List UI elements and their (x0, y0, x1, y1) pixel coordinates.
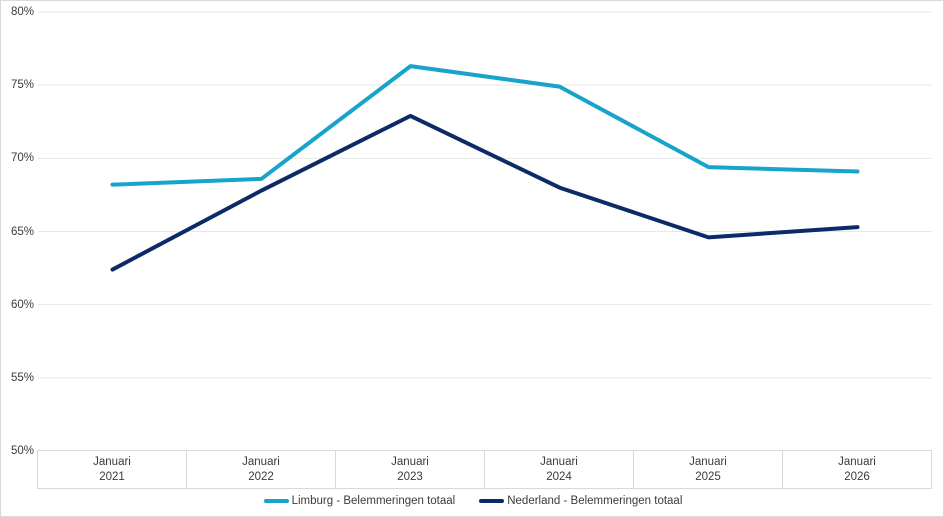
x-axis-year: 2024 (546, 471, 572, 483)
legend-label: Nederland - Belemmeringen totaal (507, 495, 683, 507)
x-axis-year: 2022 (248, 471, 274, 483)
x-axis-month: Januari (540, 456, 578, 468)
legend-label: Limburg - Belemmeringen totaal (291, 495, 456, 507)
legend-item-nederland[interactable]: Nederland - Belemmeringen totaal (479, 495, 682, 507)
x-axis-month: Januari (838, 456, 876, 468)
x-axis-month: Januari (391, 456, 429, 468)
x-axis-cell: Januari 2021 (38, 451, 187, 488)
legend-line-swatch (479, 499, 505, 503)
x-axis-cell: Januari 2023 (336, 451, 485, 488)
y-tick-label: 55% (10, 371, 34, 384)
x-axis-year: 2023 (397, 471, 423, 483)
y-tick-label: 60% (10, 298, 34, 311)
legend-line-swatch (263, 499, 289, 503)
x-axis-table: Januari 2021 Januari 2022 Januari 2023 Januari… (37, 450, 932, 489)
legend-item-limburg[interactable]: Limburg - Belemmeringen totaal (263, 495, 456, 507)
x-axis-year: 2025 (695, 471, 721, 483)
y-tick-label: 70% (10, 152, 34, 165)
x-axis-month: Januari (93, 456, 131, 468)
y-tick-label: 65% (10, 225, 34, 238)
x-axis-cell: Januari 2025 (634, 451, 783, 488)
x-axis-month: Januari (242, 456, 280, 468)
x-axis-month: Januari (689, 456, 727, 468)
x-axis-cell: Januari 2024 (485, 451, 634, 488)
y-tick-label: 75% (10, 79, 34, 92)
y-tick-label: 50% (10, 445, 34, 457)
legend: Limburg - Belemmeringen totaal Nederland … (1, 491, 943, 511)
x-axis-year: 2026 (844, 471, 870, 483)
y-tick-label: 80% (10, 6, 34, 18)
series-line-nederland[interactable] (110, 113, 860, 272)
series-line-limburg[interactable] (110, 64, 860, 187)
x-axis-cell: Januari 2026 (783, 451, 931, 488)
x-axis-year: 2021 (99, 471, 125, 483)
x-axis-cell: Januari 2022 (187, 451, 336, 488)
